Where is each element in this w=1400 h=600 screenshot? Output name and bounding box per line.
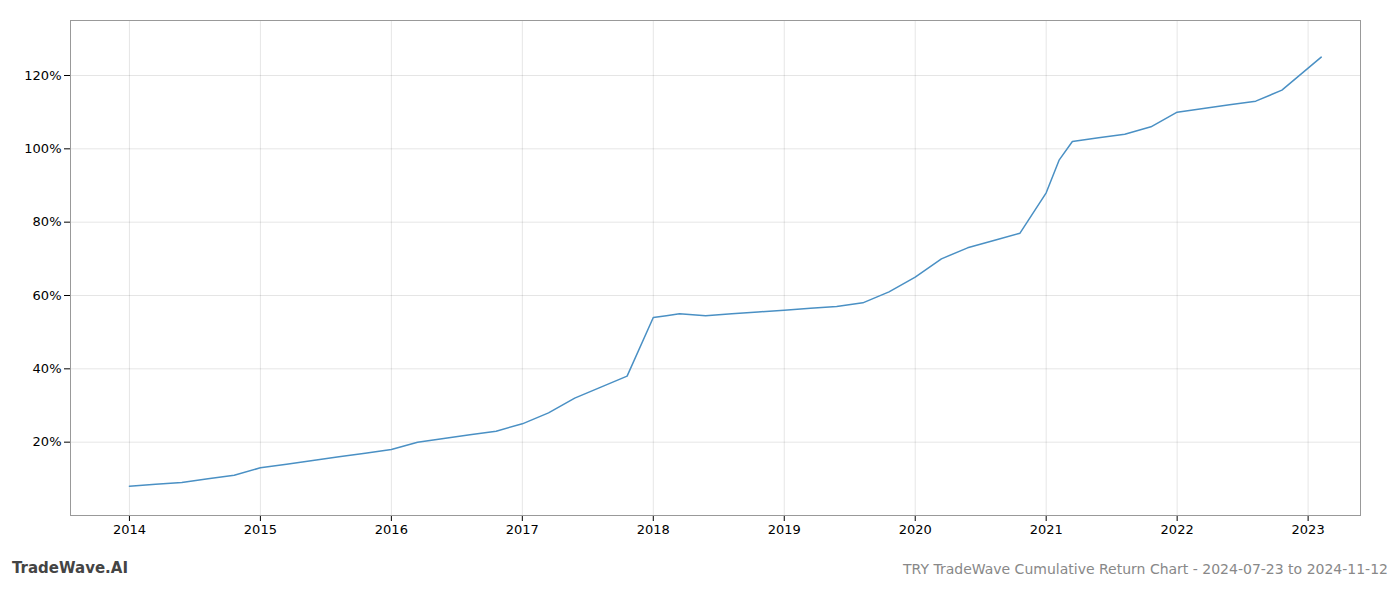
svg-text:20%: 20% [33,434,62,449]
svg-text:60%: 60% [33,288,62,303]
svg-text:40%: 40% [33,361,62,376]
svg-text:2017: 2017 [506,522,539,537]
svg-text:2021: 2021 [1030,522,1063,537]
svg-text:120%: 120% [24,68,61,83]
html-text:TradeWave.AI: TradeWave.AI [12,559,128,577]
svg-text:80%: 80% [33,214,62,229]
svg-text:2018: 2018 [637,522,670,537]
html-text:TRY TradeWave Cumulative Retur: TRY TradeWave Cumulative Return Chart - … [903,561,1388,577]
svg-text:2022: 2022 [1161,522,1194,537]
svg-text:2014: 2014 [113,522,146,537]
svg-text:100%: 100% [24,141,61,156]
svg-text:2016: 2016 [375,522,408,537]
svg-text:2023: 2023 [1292,522,1325,537]
svg-text:2019: 2019 [768,522,801,537]
svg-text:2015: 2015 [244,522,277,537]
svg-text:2020: 2020 [899,522,932,537]
